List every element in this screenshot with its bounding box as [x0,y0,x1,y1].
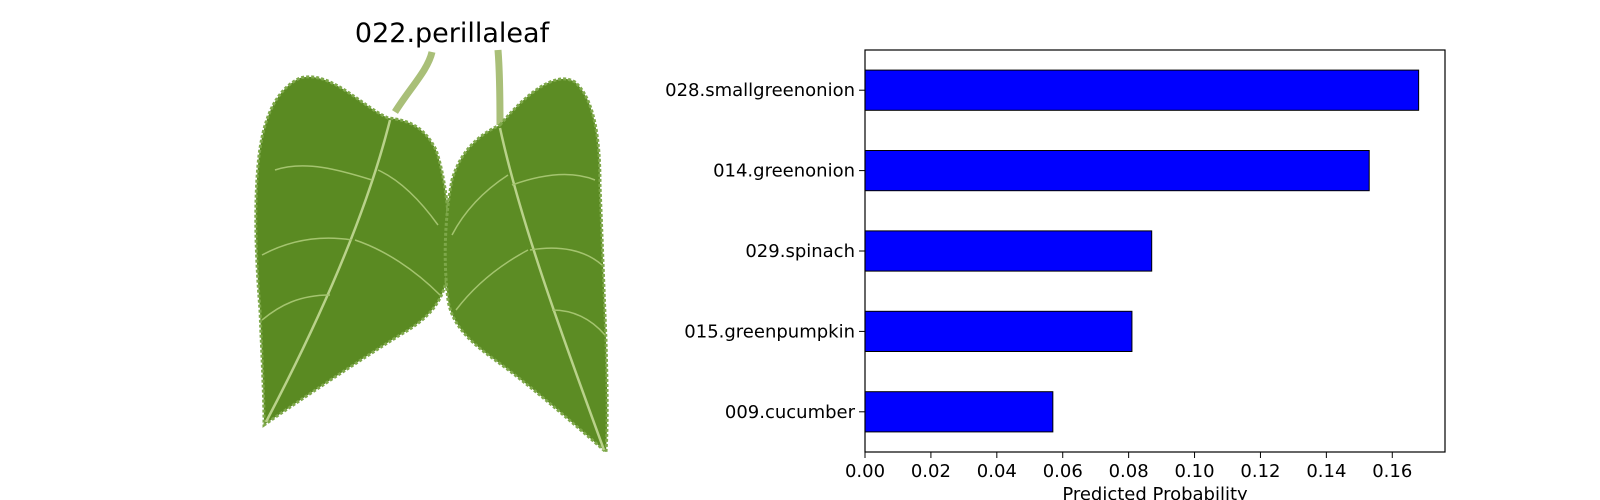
x-tick-label: 0.00 [845,461,885,482]
y-tick-label: 028.smallgreenonion [665,80,855,101]
bar-028.smallgreenonion [864,69,1420,111]
x-tick-label: 0.10 [1175,461,1215,482]
vein-left-side-4 [377,169,439,226]
x-ticks-group: 0.00 0.02 0.04 0.06 0.08 0.10 0.12 0.14 0.16 [845,452,1412,482]
perilla-leaf-image [254,49,609,456]
bar-029.spinach [864,230,1153,272]
bars-group [864,69,1420,433]
leaf-stem-right [494,49,504,126]
y-tick-label: 015.greenpumpkin [684,321,855,342]
image-panel: 022.perillaleaf [254,18,609,456]
vein-right-side-5 [455,249,529,311]
vein-left-side-5 [354,239,441,296]
y-tick-label: 029.spinach [745,241,855,262]
x-axis-label: Predicted Probability [1062,484,1248,500]
x-tick-label: 0.02 [911,461,951,482]
x-tick-label: 0.08 [1109,461,1149,482]
y-tick-label: 009.cucumber [725,402,856,423]
x-tick-label: 0.12 [1240,461,1280,482]
vein-right-side-4 [451,174,509,236]
x-tick-label: 0.04 [977,461,1017,482]
image-title: 022.perillaleaf [355,18,551,49]
bar-009.cucumber [864,391,1054,433]
x-tick-label: 0.06 [1043,461,1083,482]
y-tick-label: 014.greenonion [713,161,855,182]
bar-015.greenpumpkin [864,310,1133,352]
vein-right-side-1 [511,173,596,186]
bar-chart: 028.smallgreenonion 014.greenonion 029.spi… [665,49,1446,500]
vein-left-side-3 [261,294,331,321]
vein-left-side-1 [274,165,373,181]
bar-014.greenonion [864,150,1370,192]
vein-right-main [498,127,606,451]
leaf-stem-left [392,51,436,114]
x-tick-label: 0.16 [1372,461,1412,482]
leaf-right [443,77,609,456]
x-tick-label: 0.14 [1306,461,1346,482]
leaf-left [254,75,451,428]
y-ticks-group: 028.smallgreenonion 014.greenonion 029.spi… [665,80,865,423]
vein-right-side-3 [551,309,606,336]
vein-left-main [264,119,392,423]
vein-left-side-2 [261,237,353,256]
vein-right-side-2 [529,247,603,266]
